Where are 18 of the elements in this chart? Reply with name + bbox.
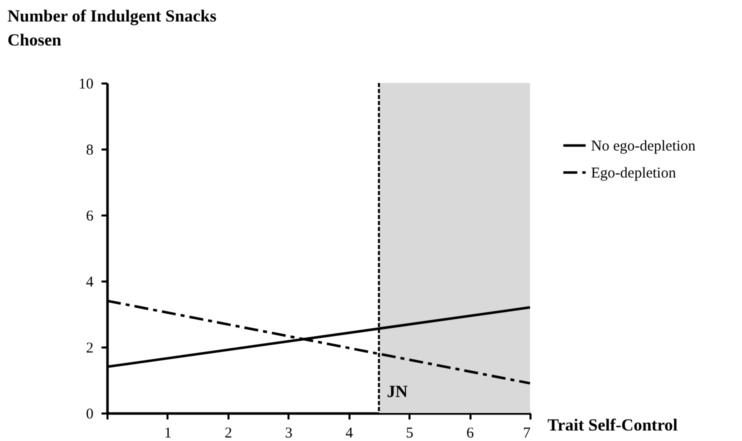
y-tick-label: 6 [86,208,94,224]
x-tick-label: 5 [406,426,414,441]
legend-label: Ego-depletion [591,166,676,182]
ref-line-label: JN [386,382,408,401]
y-tick-label: 2 [86,340,94,356]
y-tick-label: 10 [78,76,94,92]
x-tick-label: 6 [466,426,474,441]
y-tick-label: 8 [86,142,94,158]
y-axis-title: Number of Indulgent Snacks Chosen [8,6,217,50]
x-tick-label: 7 [523,426,531,441]
x-axis-title: Trait Self-Control [548,416,678,434]
x-tick-label: 3 [285,426,293,441]
legend-label: No ego-depletion [591,138,696,154]
x-tick-label: 4 [345,426,354,441]
y-tick-label: 4 [86,274,94,290]
y-tick-label: 0 [86,406,94,422]
x-tick-label: 2 [224,426,232,441]
x-tick-label: 1 [164,426,172,441]
